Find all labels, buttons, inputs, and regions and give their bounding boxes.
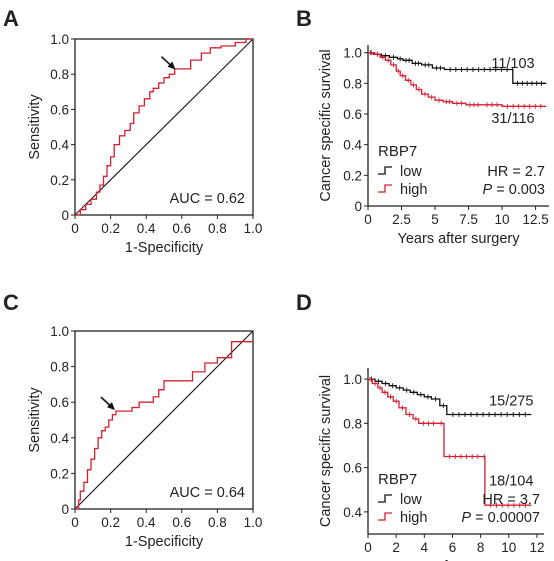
x-tick-label: 0.8 [208, 221, 227, 236]
y-tick-label: 0.6 [343, 107, 362, 122]
y-tick-label: 0.4 [50, 431, 69, 446]
p-value-number: = 0.00007 [471, 510, 540, 526]
survival-curve-low [368, 52, 547, 84]
p-value-number: = 0.003 [492, 182, 545, 198]
y-tick-label: 0.8 [50, 360, 69, 375]
x-tick-label: 0.6 [172, 515, 191, 530]
y-tick-label: 0.2 [343, 168, 362, 183]
x-tick-label: 0.8 [208, 515, 227, 530]
plot-frame [74, 330, 254, 510]
x-axis-title: Years after surgery [398, 231, 521, 247]
legend-label-high: high [400, 182, 427, 198]
legend-swatch-high [378, 512, 392, 521]
y-axis-title: Cancer specific survival [318, 375, 334, 527]
legend-swatch-high [378, 184, 392, 193]
count-label-low: 11/103 [491, 56, 534, 72]
censor-marks-high [370, 50, 542, 109]
x-tick-label: 0 [71, 515, 79, 530]
x-axis-title: 1-Specificity [125, 534, 204, 550]
x-tick-label: 0.2 [101, 221, 120, 236]
x-tick-label: 0.4 [137, 221, 156, 236]
y-tick-label: 1.0 [343, 46, 362, 61]
x-tick-label: 1.0 [244, 515, 263, 530]
legend-label-low: low [400, 492, 422, 508]
y-axis-title: Sensitivity [27, 94, 43, 160]
panel-letter-c: C [3, 290, 19, 315]
y-tick-label: 0 [61, 502, 69, 517]
x-axis-title: Years after surgery [395, 559, 518, 561]
y-axis-title: Sensitivity [27, 387, 43, 453]
legend-label-high: high [400, 510, 427, 526]
x-tick-label: 0.6 [172, 221, 191, 236]
x-tick-label: 0 [364, 212, 372, 227]
x-tick-label: 6 [449, 540, 457, 555]
count-label-high: 18/104 [489, 473, 533, 489]
y-tick-label: 0.4 [343, 138, 362, 153]
y-tick-label: 0.2 [50, 466, 69, 481]
p-value-symbol: P [461, 510, 471, 526]
x-tick-label: 4 [421, 540, 429, 555]
plot-frame [74, 38, 254, 216]
auc-annotation: AUC = 0.64 [170, 485, 245, 501]
y-tick-label: 0.8 [343, 416, 362, 431]
x-tick-label: 12.5 [522, 212, 548, 227]
panel-letter-a: A [3, 6, 19, 31]
p-value: P = 0.003 [483, 182, 545, 198]
x-tick-label: 2 [392, 540, 400, 555]
y-tick-label: 0.6 [50, 395, 69, 410]
y-tick-label: 0.6 [50, 102, 69, 117]
y-tick-label: 0.4 [343, 505, 362, 520]
hazard-ratio: HR = 3.7 [482, 492, 540, 508]
p-value: P = 0.00007 [461, 510, 540, 526]
x-tick-label: 8 [477, 540, 485, 555]
y-tick-label: 0.4 [50, 138, 69, 153]
x-axis-title: 1-Specificity [125, 240, 204, 256]
censor-marks-high [369, 376, 526, 508]
legend-swatch-low [378, 166, 392, 175]
y-tick-label: 0.8 [343, 76, 362, 91]
legend-title: RBP7 [378, 143, 417, 160]
censor-marks-low [370, 50, 542, 86]
arrow-head [106, 402, 115, 411]
y-tick-label: 1.0 [50, 32, 69, 47]
x-tick-label: 10 [495, 212, 510, 227]
legend-label-low: low [400, 164, 422, 180]
x-tick-label: 0.2 [101, 515, 120, 530]
hazard-ratio: HR = 2.7 [487, 164, 545, 180]
y-tick-label: 0 [61, 208, 69, 223]
diagonal-reference-line [74, 330, 254, 510]
p-value-symbol: P [483, 182, 493, 198]
roc-curve [75, 341, 253, 510]
auc-annotation: AUC = 0.62 [170, 191, 245, 207]
y-tick-label: 0.2 [50, 173, 69, 188]
legend-title: RBP7 [378, 471, 417, 488]
x-tick-label: 0 [364, 540, 372, 555]
y-tick-label: 1.0 [50, 324, 69, 339]
y-tick-label: 1.0 [343, 372, 362, 387]
x-tick-label: 0.4 [137, 515, 156, 530]
count-label-low: 15/275 [489, 394, 533, 410]
panel-letter-d: D [296, 290, 312, 315]
y-tick-label: 0.6 [343, 461, 362, 476]
y-axis-title: Cancer specific survival [318, 49, 334, 201]
y-tick-label: 0.8 [50, 67, 69, 82]
x-tick-label: 7.5 [459, 212, 478, 227]
x-tick-label: 1.0 [244, 221, 263, 236]
roc-curve [75, 38, 253, 216]
x-tick-label: 5 [431, 212, 439, 227]
legend-swatch-low [378, 494, 392, 503]
panel-letter-b: B [296, 6, 312, 31]
x-tick-label: 12 [529, 540, 544, 555]
diagonal-reference-line [74, 38, 254, 216]
x-tick-label: 10 [501, 540, 516, 555]
survival-curve-low [368, 378, 532, 416]
arrow-head [167, 61, 176, 70]
x-tick-label: 0 [71, 221, 79, 236]
x-tick-label: 2.5 [392, 212, 411, 227]
count-label-high: 31/116 [491, 111, 534, 127]
y-tick-label: 0 [354, 199, 362, 214]
